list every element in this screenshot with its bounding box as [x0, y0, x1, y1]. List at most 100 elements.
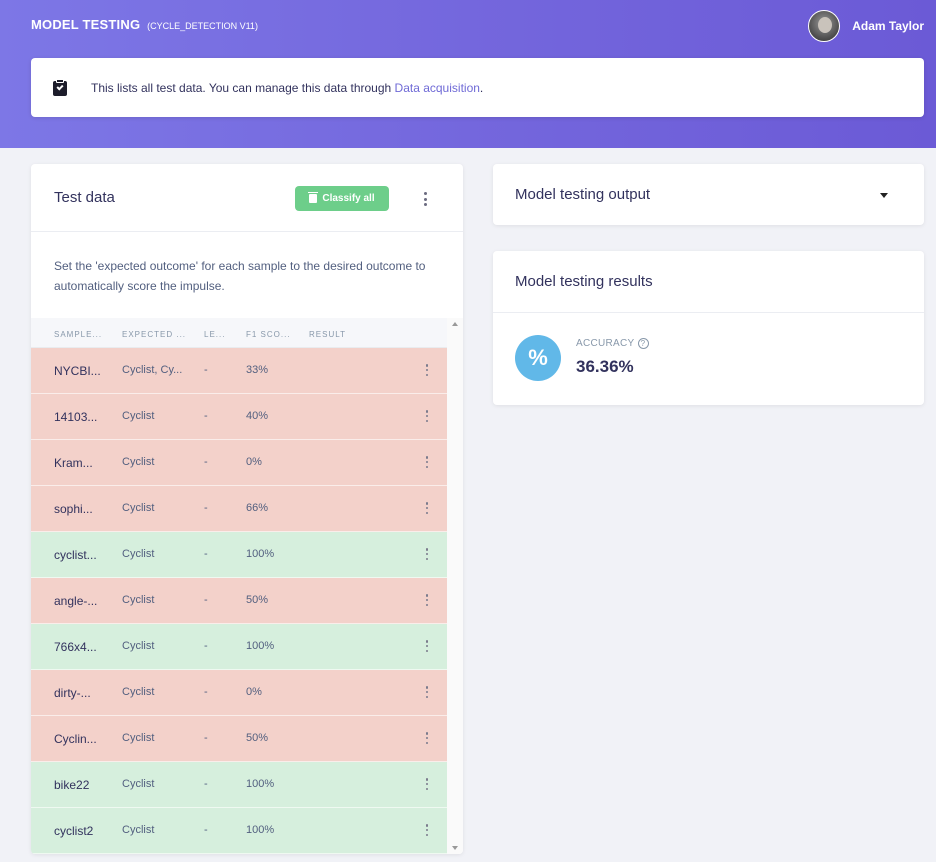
- f1-score-cell: 50%: [246, 732, 269, 744]
- page-title-text: MODEL TESTING: [31, 17, 141, 32]
- accuracy-value: 36.36%: [576, 357, 634, 376]
- table-row[interactable]: Kram... Cyclist - 0%: [31, 440, 447, 486]
- sample-name-cell: angle-...: [54, 594, 98, 608]
- test-data-menu-icon[interactable]: [423, 192, 427, 206]
- sample-name-cell: Cyclin...: [54, 732, 97, 746]
- avatar[interactable]: [808, 10, 841, 42]
- sample-name-cell: bike22: [54, 778, 90, 792]
- sample-name-cell: sophi...: [54, 502, 93, 516]
- expected-outcome-cell: Cyclist: [122, 640, 155, 652]
- length-cell: -: [204, 364, 208, 376]
- column-result[interactable]: RESULT: [309, 330, 346, 339]
- info-message: This lists all test data. You can manage…: [91, 80, 395, 95]
- sample-name-cell: 14103...: [54, 410, 98, 424]
- f1-score-cell: 0%: [246, 456, 262, 468]
- length-cell: -: [204, 410, 208, 422]
- column-sample[interactable]: SAMPLE...: [54, 330, 103, 339]
- table-row[interactable]: NYCBI... Cyclist, Cy... - 33%: [31, 348, 447, 394]
- row-menu-icon[interactable]: [425, 594, 429, 606]
- table-row[interactable]: angle-... Cyclist - 50%: [31, 578, 447, 624]
- column-f1-score[interactable]: F1 SCO...: [246, 330, 291, 339]
- f1-score-cell: 0%: [246, 686, 262, 698]
- percent-symbol: %: [528, 345, 548, 370]
- test-data-card: Test data Classify all Set the 'expected…: [31, 164, 463, 854]
- table-row[interactable]: sophi... Cyclist - 66%: [31, 486, 447, 532]
- sample-name-cell: cyclist2: [54, 824, 94, 838]
- row-menu-icon[interactable]: [425, 778, 429, 790]
- user-name[interactable]: Adam Taylor: [852, 19, 924, 33]
- column-length[interactable]: LE...: [204, 330, 226, 339]
- model-testing-output-card[interactable]: Model testing output: [493, 164, 924, 225]
- expected-outcome-cell: Cyclist: [122, 594, 155, 606]
- expected-outcome-cell: Cyclist: [122, 824, 155, 836]
- length-cell: -: [204, 640, 208, 652]
- expected-outcome-cell: Cyclist: [122, 456, 155, 468]
- f1-score-cell: 100%: [246, 778, 275, 790]
- expected-outcome-cell: Cyclist, Cy...: [122, 364, 183, 376]
- user-menu[interactable]: Adam Taylor: [808, 10, 924, 42]
- length-cell: -: [204, 824, 208, 836]
- row-menu-icon[interactable]: [425, 640, 429, 652]
- f1-score-cell: 50%: [246, 594, 269, 606]
- help-icon[interactable]: ?: [637, 338, 649, 349]
- row-menu-icon[interactable]: [425, 364, 429, 376]
- scroll-up-icon[interactable]: [452, 322, 458, 326]
- table-row[interactable]: dirty-... Cyclist - 0%: [31, 670, 447, 716]
- table-row[interactable]: Cyclin... Cyclist - 50%: [31, 716, 447, 762]
- info-text: This lists all test data. You can manage…: [91, 81, 483, 95]
- table-scrollbar[interactable]: [447, 318, 463, 854]
- expected-outcome-cell: Cyclist: [122, 502, 155, 514]
- f1-score-cell: 66%: [246, 502, 269, 514]
- column-expected[interactable]: EXPECTED ...: [122, 330, 187, 339]
- table-row[interactable]: 766x4... Cyclist - 100%: [31, 624, 447, 670]
- accuracy-label: ACCURACY ?: [576, 338, 649, 349]
- row-menu-icon[interactable]: [425, 732, 429, 744]
- output-title: Model testing output: [515, 186, 651, 203]
- classify-all-button[interactable]: Classify all: [295, 186, 389, 211]
- clipboard-check-icon: [53, 79, 67, 96]
- data-acquisition-link[interactable]: Data acquisition: [394, 80, 480, 95]
- test-data-title: Test data: [54, 189, 115, 206]
- results-title: Model testing results: [515, 273, 653, 290]
- row-menu-icon[interactable]: [425, 410, 429, 422]
- length-cell: -: [204, 456, 208, 468]
- test-data-header: Test data Classify all: [31, 164, 463, 232]
- scroll-down-icon[interactable]: [452, 846, 458, 850]
- length-cell: -: [204, 548, 208, 560]
- info-suffix: .: [479, 80, 484, 95]
- row-menu-icon[interactable]: [425, 824, 429, 836]
- sample-name-cell: cyclist...: [54, 548, 97, 562]
- f1-score-cell: 100%: [246, 824, 275, 836]
- length-cell: -: [204, 686, 208, 698]
- info-banner: This lists all test data. You can manage…: [31, 58, 924, 117]
- expected-outcome-cell: Cyclist: [122, 410, 155, 422]
- sample-name-cell: 766x4...: [54, 640, 97, 654]
- row-menu-icon[interactable]: [425, 502, 429, 514]
- page-title: MODEL TESTING (CYCLE_DETECTION V11): [31, 17, 258, 32]
- table-header: SAMPLE... EXPECTED ... LE... F1 SCO... R…: [31, 318, 447, 348]
- test-data-description: Set the 'expected outcome' for each samp…: [54, 259, 426, 293]
- table-row[interactable]: cyclist2 Cyclist - 100%: [31, 808, 447, 854]
- length-cell: -: [204, 502, 208, 514]
- expected-outcome-cell: Cyclist: [122, 686, 155, 698]
- classify-all-label: Classify all: [322, 193, 375, 204]
- sample-name-cell: dirty-...: [54, 686, 91, 700]
- length-cell: -: [204, 732, 208, 744]
- top-bar: MODEL TESTING (CYCLE_DETECTION V11) Adam…: [0, 0, 936, 52]
- f1-score-cell: 40%: [246, 410, 269, 422]
- table-row[interactable]: bike22 Cyclist - 100%: [31, 762, 447, 808]
- row-menu-icon[interactable]: [425, 456, 429, 468]
- f1-score-cell: 100%: [246, 640, 275, 652]
- sample-name-cell: Kram...: [54, 456, 93, 470]
- length-cell: -: [204, 778, 208, 790]
- row-menu-icon[interactable]: [425, 548, 429, 560]
- table-body: NYCBI... Cyclist, Cy... - 33% 14103... Cyclis…: [31, 348, 463, 854]
- caret-down-icon[interactable]: [880, 193, 888, 198]
- model-testing-results-card: Model testing results % ACCURACY ? 36.36…: [493, 251, 924, 405]
- f1-score-cell: 33%: [246, 364, 269, 376]
- row-menu-icon[interactable]: [425, 686, 429, 698]
- test-data-table: SAMPLE... EXPECTED ... LE... F1 SCO... R…: [31, 318, 463, 854]
- table-row[interactable]: 14103... Cyclist - 40%: [31, 394, 447, 440]
- table-row[interactable]: cyclist... Cyclist - 100%: [31, 532, 447, 578]
- help-symbol: ?: [640, 339, 646, 348]
